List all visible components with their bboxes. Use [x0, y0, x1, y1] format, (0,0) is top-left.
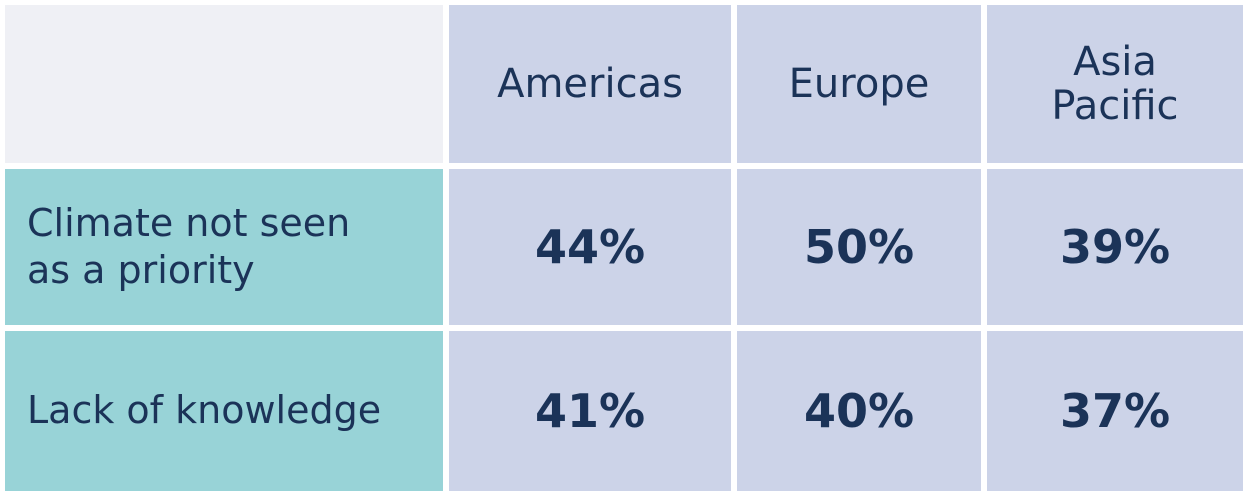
header-cell: Europe: [737, 5, 981, 163]
header-cell: Asia Pacific: [987, 5, 1243, 163]
header-cell: Americas: [449, 5, 731, 163]
corner-cell: [5, 5, 443, 163]
value-cell: 44%: [449, 169, 731, 325]
value-cell: 50%: [737, 169, 981, 325]
value-cell: 39%: [987, 169, 1243, 325]
value-cell: 41%: [449, 331, 731, 491]
row-label: Climate not seen as a priority: [5, 169, 443, 325]
value-cell: 40%: [737, 331, 981, 491]
table: Americas Europe Asia Pacific Climate not se…: [5, 5, 1243, 491]
row-label: Lack of knowledge: [5, 331, 443, 491]
value-cell: 37%: [987, 331, 1243, 491]
